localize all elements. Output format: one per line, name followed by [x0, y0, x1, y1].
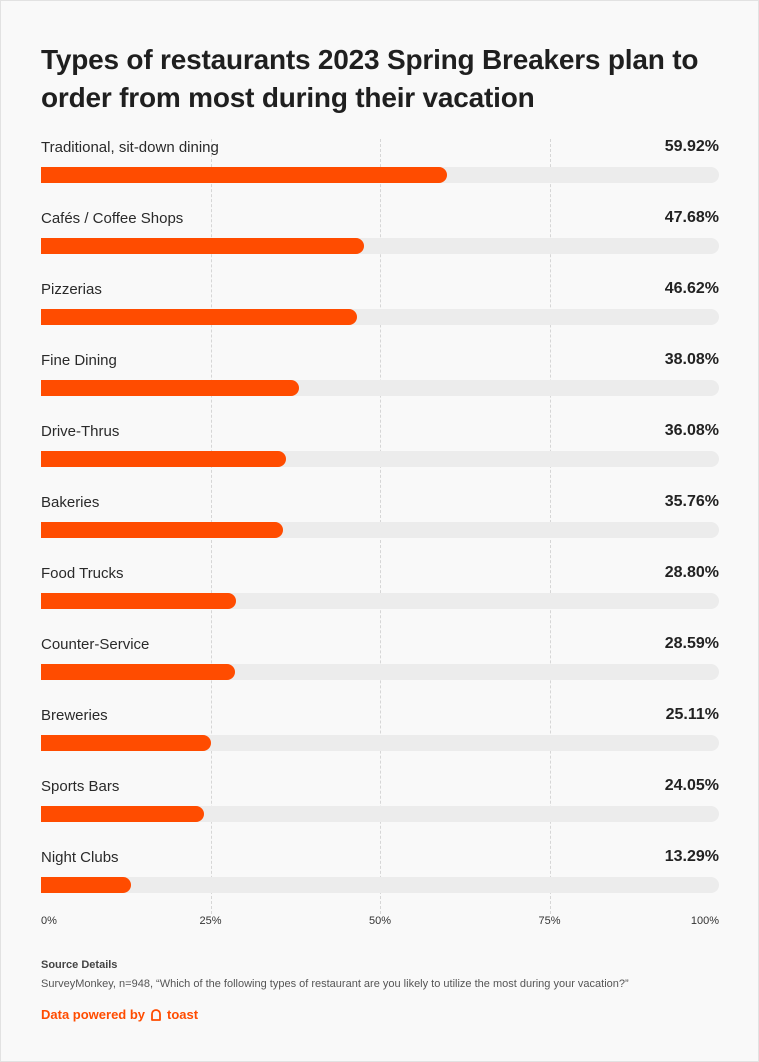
value-label: 28.59%: [664, 635, 719, 652]
category-label: Counter-Service: [41, 636, 150, 653]
bar: [41, 380, 300, 396]
bar: [41, 309, 358, 325]
bar-row: Breweries 25.11%: [41, 697, 719, 757]
bar-row: Cafés / Coffee Shops 47.68%: [41, 200, 719, 260]
bar-row: Drive-Thrus 36.08%: [41, 413, 719, 473]
toast-brand: toast: [167, 1007, 199, 1022]
bar-chart: 0% 25% 50% 75% 100% Traditional, sit-down din…: [41, 129, 719, 929]
value-label: 46.62%: [664, 280, 719, 297]
x-tick-label: 50%: [368, 915, 392, 927]
value-label: 38.08%: [664, 351, 719, 368]
bar: [41, 664, 235, 680]
category-label: Cafés / Coffee Shops: [41, 210, 184, 227]
category-label: Drive-Thrus: [41, 423, 120, 440]
bar: [41, 593, 237, 609]
source-heading: Source Details: [41, 959, 118, 971]
category-label: Traditional, sit-down dining: [41, 139, 219, 156]
chart-title: Types of restaurants 2023 Spring Breaker…: [41, 44, 699, 113]
bar: [41, 877, 132, 893]
bar: [41, 522, 284, 538]
value-label: 35.76%: [664, 493, 719, 510]
powered-by: Data powered by toast: [41, 1007, 198, 1022]
value-label: 24.05%: [664, 777, 719, 794]
toast-logo-icon: [151, 1008, 161, 1021]
category-label: Breweries: [41, 707, 108, 724]
x-tick-label: 0%: [41, 915, 57, 927]
value-label: 13.29%: [664, 848, 719, 865]
value-label: 59.92%: [664, 138, 719, 155]
value-label: 36.08%: [664, 422, 719, 439]
powered-by-label: Data powered by: [41, 1007, 146, 1022]
value-label: 47.68%: [664, 209, 719, 226]
category-label: Food Trucks: [41, 565, 124, 582]
category-label: Fine Dining: [41, 352, 117, 369]
x-tick-label: 100%: [690, 915, 719, 927]
bar: [41, 167, 448, 183]
category-label: Bakeries: [41, 494, 100, 511]
x-tick-label: 75%: [538, 915, 561, 927]
bar-row: Counter-Service 28.59%: [41, 626, 719, 686]
source-text: SurveyMonkey, n=948, “Which of the follo…: [41, 978, 629, 990]
value-label: 28.80%: [664, 564, 719, 581]
bar-row: Bakeries 35.76%: [41, 484, 719, 544]
category-label: Pizzerias: [41, 281, 102, 298]
bar: [41, 451, 286, 467]
bar-track: [41, 806, 719, 822]
bar-track: [41, 735, 719, 751]
bar-row: Traditional, sit-down dining 59.92%: [41, 129, 719, 189]
bar-row: Food Trucks 28.80%: [41, 555, 719, 615]
bar-row: Fine Dining 38.08%: [41, 342, 719, 402]
bar-row: Night Clubs 13.29%: [41, 839, 719, 899]
x-tick-label: 25%: [199, 915, 222, 927]
bar: [41, 806, 205, 822]
category-label: Night Clubs: [41, 849, 119, 866]
bar-row: Pizzerias 46.62%: [41, 271, 719, 331]
bar-track: [41, 877, 719, 893]
value-label: 25.11%: [665, 706, 719, 723]
bar: [41, 238, 365, 254]
bar: [41, 735, 212, 751]
bar-row: Sports Bars 24.05%: [41, 768, 719, 828]
category-label: Sports Bars: [41, 778, 120, 795]
